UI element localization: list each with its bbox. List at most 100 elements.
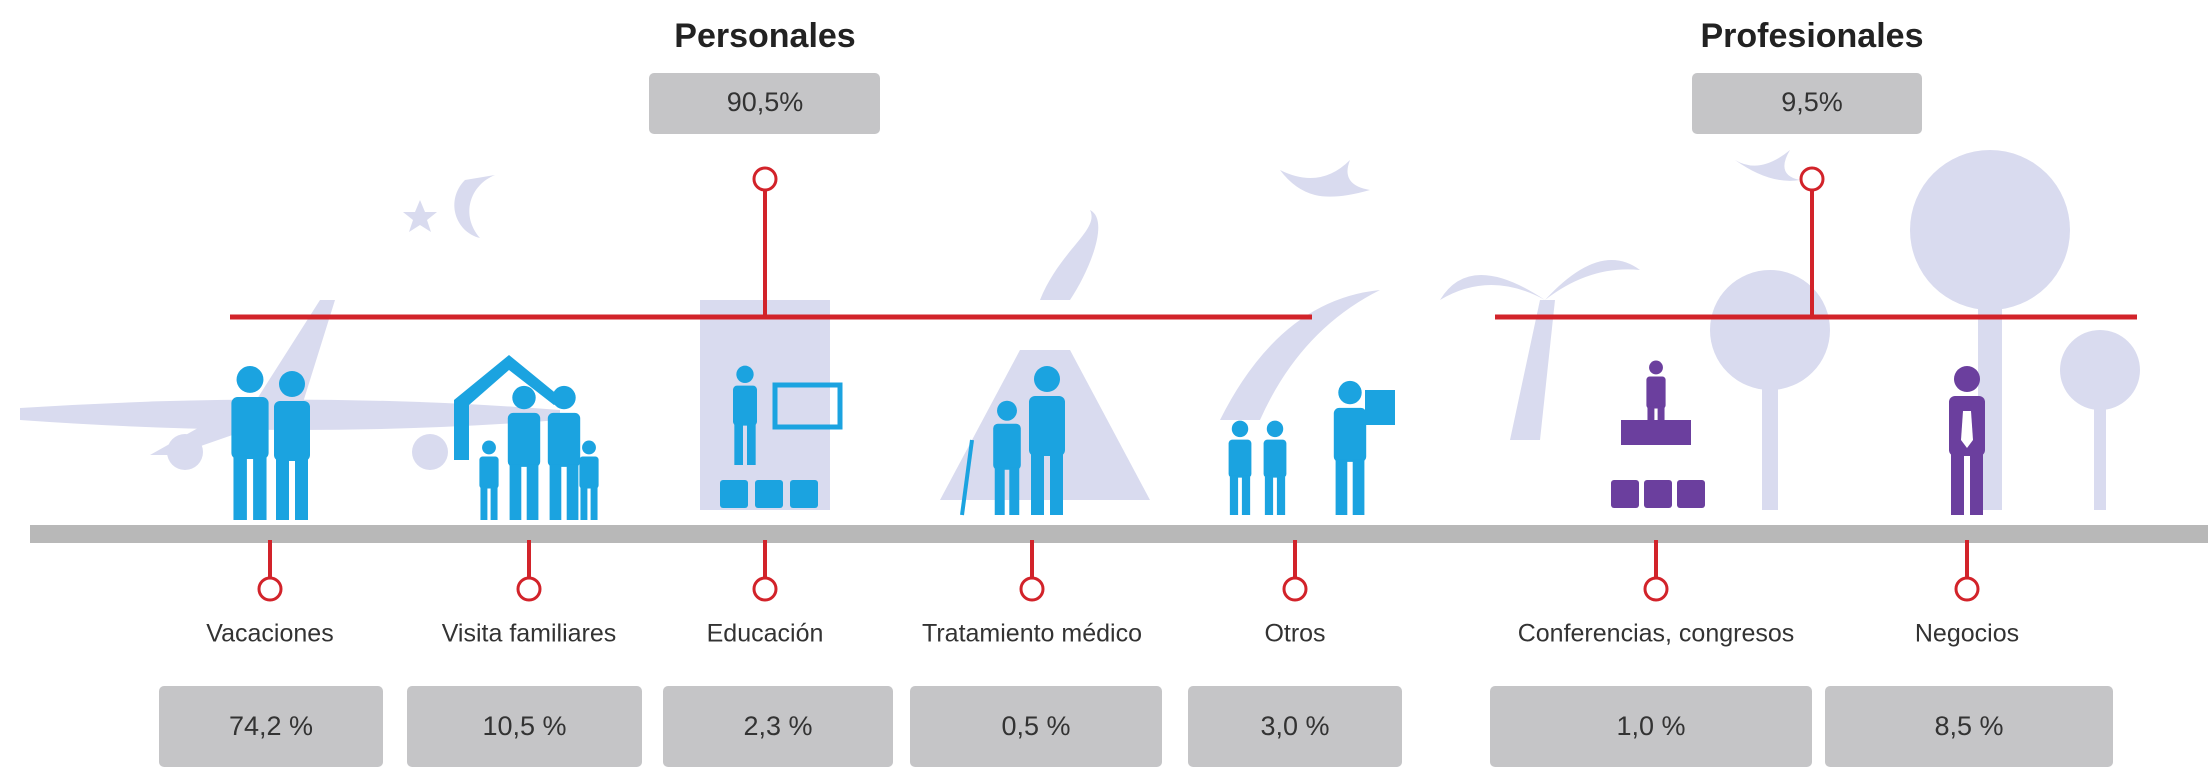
icon-leg bbox=[480, 487, 487, 520]
group-title: Personales bbox=[674, 17, 855, 55]
icon-head bbox=[997, 401, 1017, 421]
category-icon bbox=[1611, 361, 1705, 508]
stem-dot bbox=[518, 578, 540, 600]
plane-engine bbox=[167, 434, 203, 470]
stem-dot bbox=[259, 578, 281, 600]
stem-dot bbox=[754, 578, 776, 600]
icon-bag bbox=[1365, 390, 1395, 425]
icon-leg bbox=[1242, 476, 1250, 515]
icon-head bbox=[1338, 381, 1361, 404]
tree-trunk bbox=[1762, 360, 1778, 510]
infographic: Personales90,5%Vacaciones74,2 %Visita fa… bbox=[0, 0, 2208, 767]
ground-bar bbox=[30, 525, 2208, 543]
group-value: 9,5% bbox=[1781, 87, 1843, 117]
icon-leg bbox=[1353, 459, 1365, 515]
tree-trunk bbox=[2094, 390, 2106, 510]
icon-seat bbox=[1644, 480, 1672, 508]
icon-head bbox=[237, 366, 264, 393]
page: Personales90,5%Vacaciones74,2 %Visita fa… bbox=[0, 0, 2208, 767]
icon-body bbox=[993, 424, 1021, 470]
plane-engine bbox=[412, 434, 448, 470]
icon-head bbox=[1649, 361, 1663, 375]
category-label: Tratamiento médico bbox=[922, 620, 1142, 648]
icon-seat bbox=[1677, 480, 1705, 508]
icon-leg bbox=[1009, 467, 1019, 515]
icon-leg bbox=[276, 458, 289, 520]
icon-seat bbox=[755, 480, 783, 508]
icon-head bbox=[482, 441, 496, 455]
icon-seat bbox=[1611, 480, 1639, 508]
icon-body bbox=[579, 457, 598, 489]
icon-leg bbox=[995, 467, 1005, 515]
icon-leg bbox=[747, 424, 756, 465]
icon-body bbox=[548, 413, 580, 467]
icon-leg bbox=[734, 424, 743, 465]
category-label: Educación bbox=[707, 620, 824, 648]
icon-leg bbox=[1265, 476, 1273, 515]
icon-leg bbox=[527, 464, 539, 520]
icon-leg bbox=[1277, 476, 1285, 515]
icon-body bbox=[1029, 396, 1065, 456]
icon-head bbox=[279, 371, 305, 397]
star bbox=[403, 200, 437, 232]
icon-leg bbox=[1031, 453, 1044, 515]
stem-dot bbox=[1021, 578, 1043, 600]
category-label: Otros bbox=[1264, 620, 1325, 648]
icon-leg bbox=[1970, 453, 1983, 515]
icon-head bbox=[552, 386, 575, 409]
icon-podium bbox=[1621, 420, 1691, 445]
icon-leg bbox=[295, 458, 308, 520]
smoke bbox=[1040, 210, 1098, 300]
bird bbox=[1735, 150, 1800, 181]
group-title: Profesionales bbox=[1701, 17, 1924, 55]
icon-head bbox=[1954, 366, 1980, 392]
icon-leg bbox=[233, 456, 246, 520]
icon-leg bbox=[1336, 459, 1348, 515]
category-value: 3,0 % bbox=[1260, 711, 1329, 741]
icon-leg bbox=[580, 487, 587, 520]
icon-body bbox=[733, 386, 757, 426]
icon-head bbox=[1034, 366, 1060, 392]
icon-head bbox=[1232, 421, 1248, 437]
bird bbox=[1280, 160, 1370, 197]
moon bbox=[454, 175, 495, 238]
category-label: Visita familiares bbox=[442, 620, 617, 648]
icon-leg bbox=[591, 487, 598, 520]
icon-seat bbox=[720, 480, 748, 508]
connector-dot bbox=[754, 168, 776, 190]
icon-leg bbox=[550, 464, 562, 520]
stem-dot bbox=[1284, 578, 1306, 600]
category-value: 10,5 % bbox=[482, 711, 566, 741]
icon-body bbox=[1229, 440, 1252, 478]
icon-leg bbox=[510, 464, 522, 520]
icon-head bbox=[736, 366, 753, 383]
icon-leg bbox=[1050, 453, 1063, 515]
icon-head bbox=[582, 441, 596, 455]
icon-body bbox=[1264, 440, 1287, 478]
category-label: Negocios bbox=[1915, 620, 2019, 648]
category-label: Vacaciones bbox=[206, 620, 333, 648]
connector-dot bbox=[1801, 168, 1823, 190]
icon-body bbox=[1334, 408, 1366, 462]
stem-dot bbox=[1645, 578, 1667, 600]
icon-leg bbox=[1230, 476, 1238, 515]
palm-tree bbox=[1440, 260, 1640, 440]
category-value: 2,3 % bbox=[743, 711, 812, 741]
category-value: 0,5 % bbox=[1001, 711, 1070, 741]
icon-head bbox=[1267, 421, 1283, 437]
icon-body bbox=[274, 401, 310, 461]
stem-dot bbox=[1956, 578, 1978, 600]
icon-leg bbox=[567, 464, 579, 520]
icon-body bbox=[1646, 377, 1665, 409]
icon-body bbox=[508, 413, 540, 467]
category-value: 8,5 % bbox=[1934, 711, 2003, 741]
background-silhouettes bbox=[20, 150, 2140, 510]
icon-body bbox=[479, 457, 498, 489]
category-label: Conferencias, congresos bbox=[1518, 620, 1795, 648]
category-value: 74,2 % bbox=[229, 711, 313, 741]
icon-head bbox=[512, 386, 535, 409]
icon-body bbox=[231, 397, 268, 459]
category-icon bbox=[454, 355, 599, 520]
icon-seat bbox=[790, 480, 818, 508]
category-value: 1,0 % bbox=[1616, 711, 1685, 741]
